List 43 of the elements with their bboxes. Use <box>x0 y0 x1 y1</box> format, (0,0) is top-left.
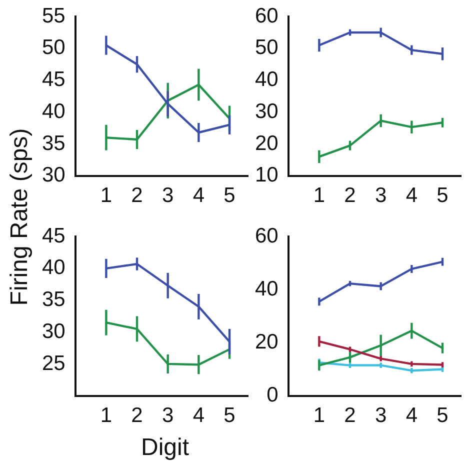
y-tick-label: 40 <box>42 100 66 123</box>
y-tick-label: 35 <box>42 288 66 312</box>
x-tick-label: 2 <box>344 184 356 208</box>
x-tick-label: 4 <box>192 404 205 428</box>
x-tick-label: 5 <box>436 404 448 428</box>
x-tick-label: 5 <box>436 184 448 208</box>
x-tick-label: 5 <box>224 404 236 428</box>
x-tick-label: 1 <box>313 404 326 428</box>
y-tick-label: 40 <box>255 277 278 300</box>
x-tick-label: 3 <box>162 184 174 208</box>
x-tick-label: 3 <box>375 404 387 428</box>
x-tick-label: 1 <box>313 184 326 208</box>
x-tick-label: 5 <box>224 184 236 208</box>
y-tick-label: 30 <box>42 320 66 343</box>
x-axis-title: Digit <box>140 434 190 462</box>
x-tick-label: 3 <box>162 404 174 428</box>
y-tick-label: 55 <box>42 4 66 28</box>
x-tick-label: 4 <box>406 404 418 428</box>
y-tick-label: 40 <box>42 256 66 280</box>
y-tick-label: 10 <box>255 164 278 187</box>
x-tick-label: 2 <box>344 404 356 428</box>
y-axis-title: Firing Rate (sps) <box>6 128 34 306</box>
x-tick-label: 4 <box>192 184 205 208</box>
y-tick-label: 25 <box>42 352 66 375</box>
y-tick-label: 50 <box>42 36 66 60</box>
y-tick-label: 60 <box>255 224 278 248</box>
y-tick-label: 40 <box>255 68 278 92</box>
x-tick-label: 4 <box>406 184 418 208</box>
y-tick-label: 30 <box>42 164 66 187</box>
y-tick-label: 45 <box>42 68 66 92</box>
x-tick-label: 2 <box>131 404 143 428</box>
y-tick-label: 45 <box>42 224 66 248</box>
y-tick-label: 20 <box>255 132 278 155</box>
x-tick-label: 1 <box>100 404 112 428</box>
y-tick-label: 0 <box>266 384 278 407</box>
x-tick-label: 2 <box>131 184 143 208</box>
y-tick-label: 50 <box>255 36 278 60</box>
y-tick-label: 20 <box>255 330 278 354</box>
x-tick-label: 3 <box>375 184 387 208</box>
x-tick-label: 1 <box>100 184 112 208</box>
y-tick-label: 35 <box>42 132 66 155</box>
y-tick-label: 30 <box>255 100 278 123</box>
y-tick-label: 60 <box>255 4 278 28</box>
